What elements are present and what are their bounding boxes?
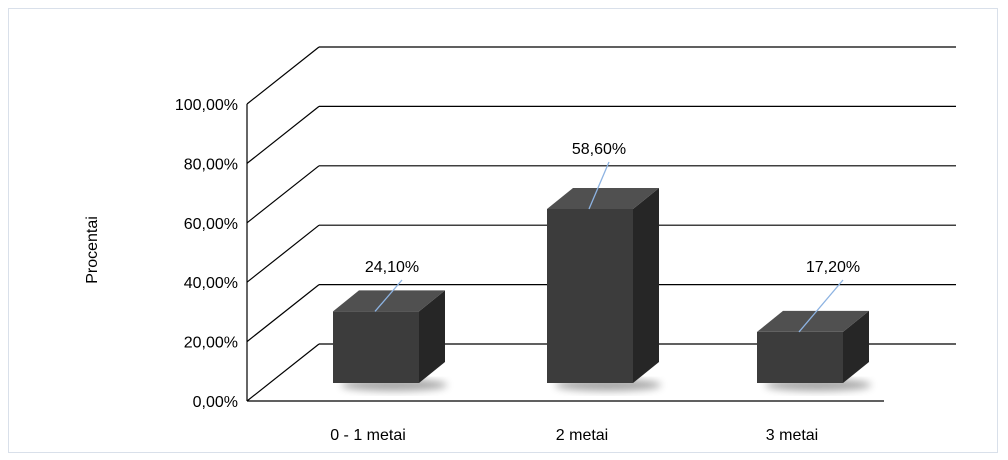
gridline-side bbox=[246, 105, 320, 164]
gridline-side bbox=[246, 343, 320, 402]
bar bbox=[333, 290, 445, 383]
y-tick-label: 80,00% bbox=[184, 156, 238, 173]
bar-top bbox=[757, 310, 869, 332]
bar-top bbox=[547, 187, 659, 209]
x-category-label: 3 metai bbox=[766, 427, 818, 444]
y-tick-label: 40,00% bbox=[184, 275, 238, 292]
y-tick-label: 60,00% bbox=[184, 216, 238, 233]
labels-layer: 0,00% 20,00% 40,00% 60,00% 80,00% 100,00% 24,1… bbox=[175, 97, 860, 444]
gridline-side bbox=[246, 224, 320, 283]
x-category-label: 2 metai bbox=[556, 427, 608, 444]
gridline-spacer bbox=[247, 0, 319, 46]
data-label: 24,10% bbox=[365, 259, 419, 276]
chart-frame bbox=[8, 8, 998, 453]
y-axis-title: Procentai bbox=[84, 216, 101, 284]
bar-front bbox=[757, 331, 843, 383]
bars-layer bbox=[333, 187, 869, 383]
bar-front bbox=[547, 208, 633, 383]
bar-side bbox=[843, 310, 869, 383]
y-tick-label: 20,00% bbox=[184, 335, 238, 352]
data-label: 17,20% bbox=[806, 259, 860, 276]
bar-side bbox=[419, 290, 445, 383]
y-tick-label: 0,00% bbox=[193, 394, 238, 411]
leader-line bbox=[588, 161, 610, 210]
leader-line bbox=[798, 279, 844, 333]
gridline-side bbox=[246, 46, 320, 105]
x-category-label: 0 - 1 metai bbox=[330, 427, 406, 444]
y-tick-label: 100,00% bbox=[175, 97, 238, 114]
bar-top bbox=[333, 290, 445, 312]
grid-layer bbox=[246, 0, 956, 402]
gridline-side bbox=[246, 165, 320, 224]
bar-front bbox=[333, 311, 419, 383]
data-label: 58,60% bbox=[572, 141, 626, 158]
bar-side bbox=[633, 187, 659, 383]
gridline-side bbox=[246, 284, 320, 343]
bar bbox=[757, 310, 869, 383]
bar bbox=[547, 187, 659, 383]
leader-line bbox=[374, 279, 403, 312]
